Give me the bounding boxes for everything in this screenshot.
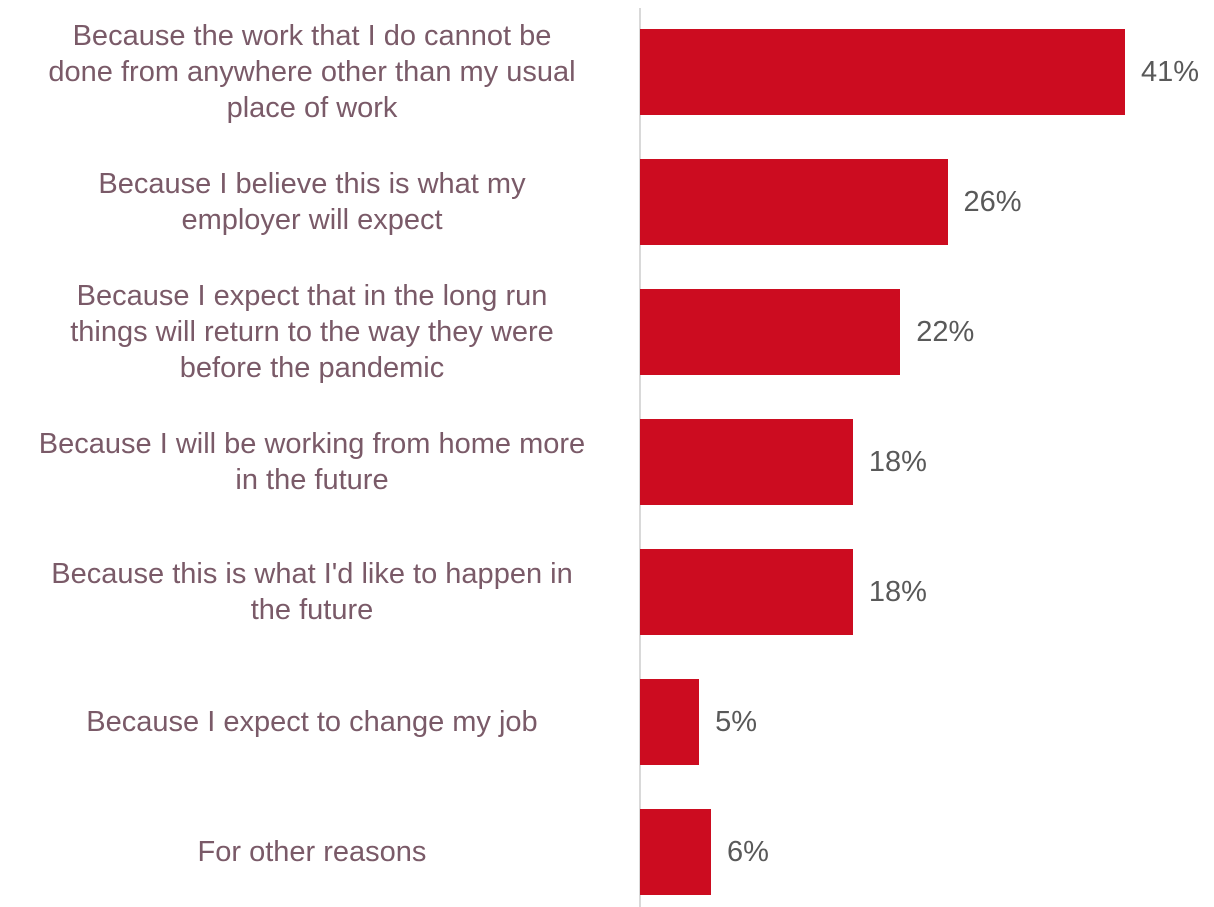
data-label-3: 22% [916,316,975,348]
bar-2 [640,159,948,245]
category-label-2: Because I believe this is what my employ… [98,168,526,236]
category-label-5: Because this is what I'd like to happen … [51,558,573,626]
bar-7 [640,809,711,895]
data-label-5: 18% [868,576,927,608]
bar-5 [640,549,853,635]
bar-1 [640,29,1125,115]
bar-4 [640,419,853,505]
data-label-2: 26% [963,186,1022,218]
category-label-6: Because I expect to change my job [86,706,538,738]
category-label-1: Because the work that I do cannot be don… [48,20,576,124]
data-label-6: 5% [715,706,758,738]
bar-6 [640,679,700,765]
bar-3 [640,289,901,375]
data-label-1: 41% [1141,56,1200,88]
category-label-4: Because I will be working from home more… [38,428,586,496]
data-label-7: 6% [726,836,769,868]
category-label-7: For other reasons [197,836,427,868]
category-label-3: Because I expect that in the long run th… [70,280,554,384]
data-label-4: 18% [868,446,927,478]
